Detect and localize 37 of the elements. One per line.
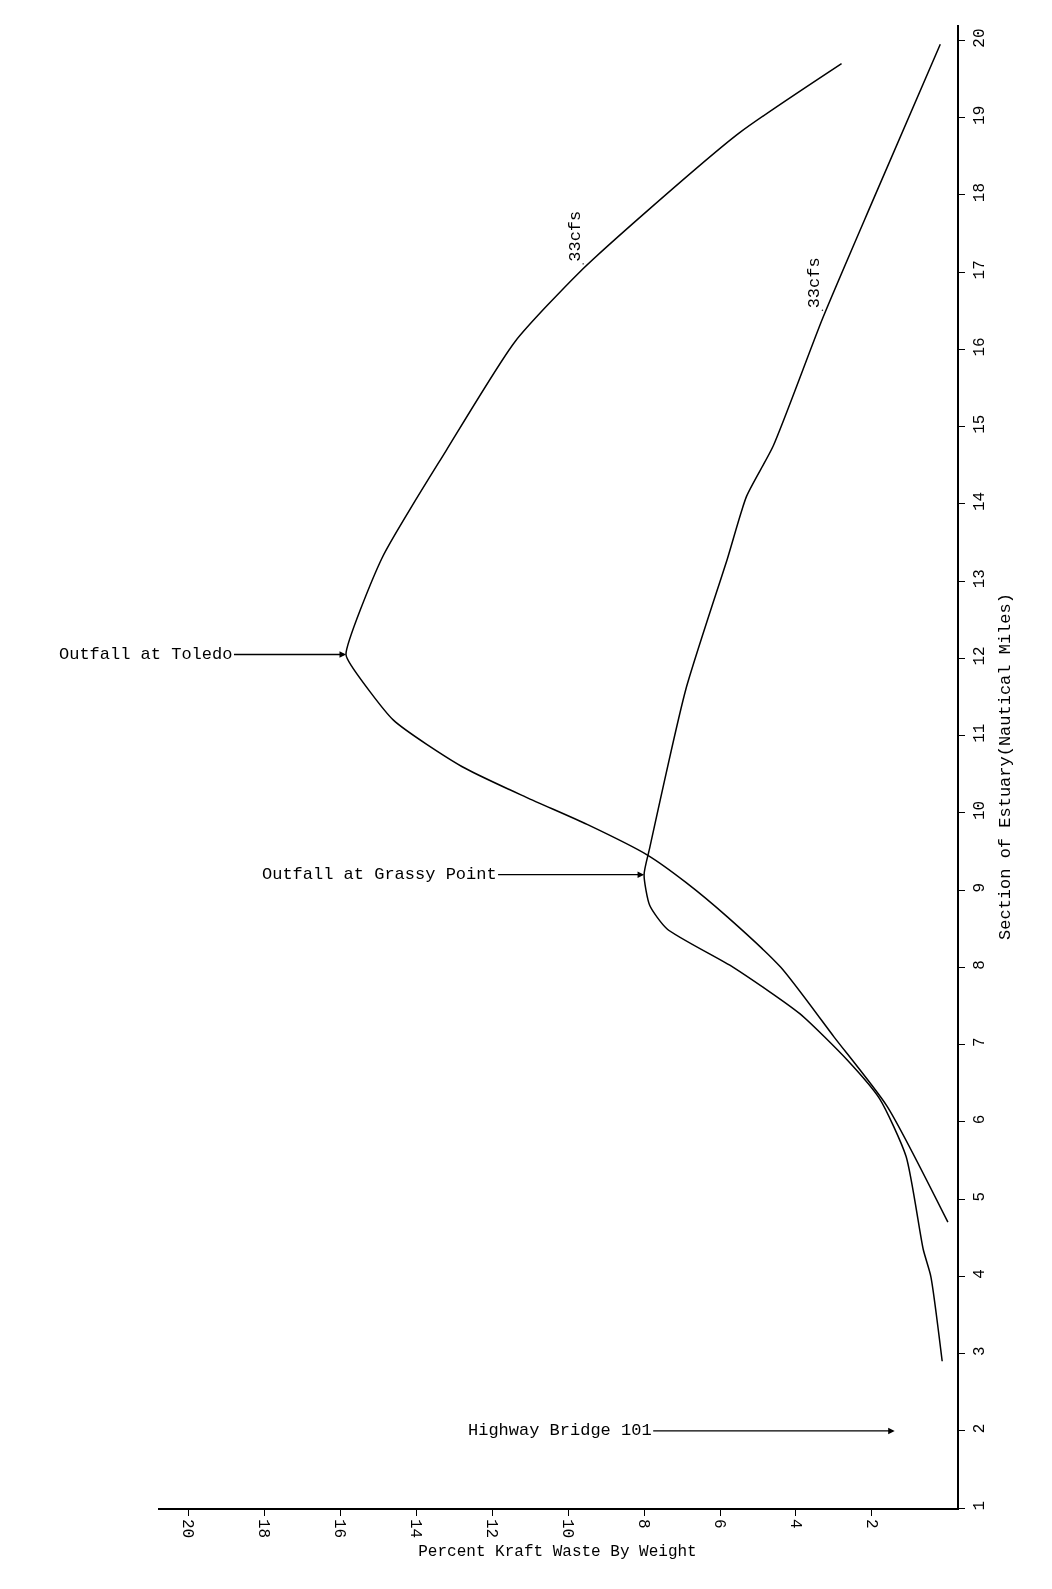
x-tick-label: 12 [481,1518,500,1539]
x-tick-label: 4 [785,1518,804,1529]
x-tick-label: 16 [330,1518,349,1539]
x-tick-label: 14 [406,1518,425,1539]
annotation: 33cfs [804,257,824,309]
y-tick-label: 5 [970,1191,989,1202]
annotation: Highway Bridge 101 [468,1421,652,1440]
y-tick-label: 14 [970,491,989,512]
y-tick-label: 9 [970,882,989,893]
y-tick-label: 1 [970,1500,989,1511]
y-tick-label: 10 [970,800,989,821]
y-tick-label: 4 [970,1269,989,1279]
annotation: Outfall at Toledo [59,645,233,664]
x-tick-label: 6 [709,1518,728,1529]
y-tick-label: 17 [970,260,989,280]
annotation: 33cfs [565,210,585,262]
y-tick-label: 19 [970,105,989,125]
y-tick-label: 8 [970,960,989,970]
y-tick-label: 20 [970,28,989,48]
x-tick-label: 2 [861,1518,880,1529]
x-tick-label: 18 [254,1518,273,1539]
y-tick-label: 16 [970,337,989,357]
y-tick-label: 15 [970,414,989,434]
y-tick-label: 18 [970,182,989,203]
y-tick-label: 13 [970,569,989,589]
x-tick-label: 8 [633,1518,652,1529]
x-tick-label: 10 [557,1518,576,1539]
y-tick-label: 3 [970,1346,989,1356]
y-tick-label: 11 [970,723,989,743]
y-tick-label: 2 [970,1423,989,1434]
x-axis-title: Percent Kraft Waste By Weight [418,1543,697,1562]
y-tick-label: 12 [970,646,989,666]
x-tick-label: 20 [178,1518,197,1539]
annotation: Outfall at Grassy Point [262,865,497,884]
y-axis-title: Section of Estuary(Nautical Miles) [995,593,1015,940]
y-tick-label: 7 [970,1037,989,1047]
y-tick-label: 6 [970,1114,989,1125]
